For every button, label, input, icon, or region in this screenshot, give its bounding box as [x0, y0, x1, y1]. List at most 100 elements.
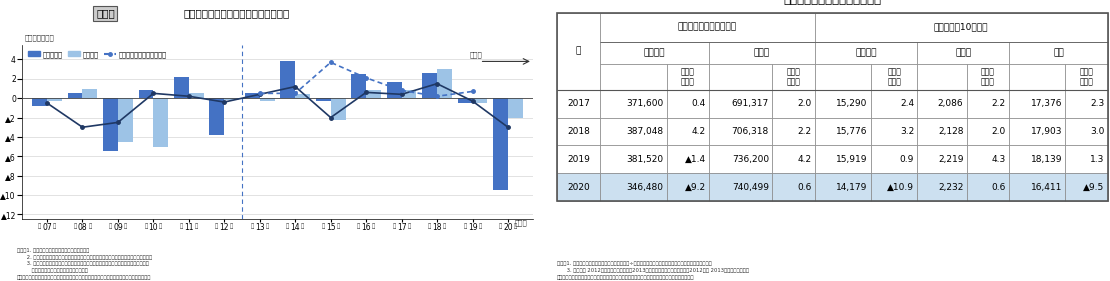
Bar: [366, 90, 381, 98]
Bar: [473, 98, 487, 103]
Bar: [245, 93, 260, 98]
Text: 冬: 冬: [194, 223, 198, 229]
Text: 17,376: 17,376: [1030, 99, 1062, 108]
Text: 387,048: 387,048: [626, 127, 664, 136]
Text: 前年比
（％）: 前年比 （％）: [887, 67, 901, 87]
Text: 冬: 冬: [407, 223, 411, 229]
Text: 2020: 2020: [567, 183, 589, 192]
Text: 夏: 夏: [38, 223, 41, 229]
Text: 3.0: 3.0: [1090, 127, 1104, 136]
Bar: [32, 98, 47, 106]
Text: （注）1. 所定内給与は一人当たりボーナス支給額÷支給月数で算出。支給月数は所定内給与に対する月数。
      3. 前年比は 2012年まで従来の公表値、2: （注）1. 所定内給与は一人当たりボーナス支給額÷支給月数で算出。支給月数は所定…: [557, 261, 749, 280]
Text: 冬: 冬: [372, 223, 375, 229]
Text: 公務員: 公務員: [956, 49, 971, 58]
Text: 冬: 冬: [89, 223, 91, 229]
Text: ▲9.5: ▲9.5: [1083, 183, 1104, 192]
Text: 14,179: 14,179: [836, 183, 868, 192]
Text: ▲10.9: ▲10.9: [887, 183, 914, 192]
Text: （注）1. 民間企業は事業所規模５人以上ベース。
      2. １人当たり賞与額とは、賞与支給事業所における労働者１人当たり平均賞与支給額。
      3: （注）1. 民間企業は事業所規模５人以上ベース。 2. １人当たり賞与額とは、賞…: [17, 248, 152, 280]
Text: 冬: 冬: [514, 223, 517, 229]
Text: 夏: 夏: [322, 223, 325, 229]
Text: 2.0: 2.0: [991, 127, 1006, 136]
Text: 夏: 夏: [286, 223, 290, 229]
Text: 4.2: 4.2: [692, 127, 706, 136]
Text: 冬: 冬: [53, 223, 57, 229]
Bar: [331, 98, 345, 121]
Text: 前年比
（％）: 前年比 （％）: [787, 67, 800, 87]
Bar: [68, 93, 82, 98]
Text: 4.3: 4.3: [991, 155, 1006, 164]
Text: 2,219: 2,219: [938, 155, 963, 164]
Bar: [260, 98, 274, 101]
Text: 夏: 夏: [73, 223, 77, 229]
Text: 2,232: 2,232: [938, 183, 963, 192]
Text: 図表１: 図表１: [97, 8, 114, 19]
Text: 夏: 夏: [498, 223, 502, 229]
Bar: [189, 93, 204, 98]
Text: 4.2: 4.2: [797, 155, 811, 164]
Text: 2.3: 2.3: [1090, 99, 1104, 108]
Bar: [210, 98, 224, 135]
Text: 2019: 2019: [567, 155, 589, 164]
Text: 見通し: 見通し: [470, 52, 483, 58]
Text: 740,499: 740,499: [731, 183, 769, 192]
Text: 民間企業: 民間企業: [644, 49, 665, 58]
Bar: [351, 74, 366, 98]
Text: 前年比
（％）: 前年比 （％）: [682, 67, 695, 87]
Text: 15,919: 15,919: [836, 155, 868, 164]
Bar: [118, 98, 133, 142]
Text: 18,139: 18,139: [1030, 155, 1062, 164]
Bar: [422, 73, 437, 98]
Text: 賞与総額（10億円）: 賞与総額（10億円）: [934, 23, 989, 32]
Bar: [508, 98, 523, 117]
Text: 2.2: 2.2: [797, 127, 811, 136]
Text: 16,411: 16,411: [1030, 183, 1062, 192]
Text: 前年比
（％）: 前年比 （％）: [981, 67, 995, 87]
Text: 2,128: 2,128: [938, 127, 963, 136]
Text: 2017: 2017: [567, 99, 589, 108]
Text: ▲9.2: ▲9.2: [685, 183, 706, 192]
Text: 2.4: 2.4: [900, 99, 914, 108]
Text: 0.6: 0.6: [991, 183, 1006, 192]
Text: 冬: 冬: [265, 223, 269, 229]
Text: 冬: 冬: [230, 223, 233, 229]
Text: 夏: 夏: [357, 223, 361, 229]
Text: 冬: 冬: [478, 223, 482, 229]
Text: 2.2: 2.2: [991, 99, 1006, 108]
Bar: [174, 77, 189, 98]
Bar: [402, 90, 416, 98]
Text: 706,318: 706,318: [731, 127, 769, 136]
Text: 民間企業: 民間企業: [856, 49, 877, 58]
Text: 3.2: 3.2: [900, 127, 914, 136]
Text: 2,086: 2,086: [938, 99, 963, 108]
Text: 夏: 夏: [393, 223, 396, 229]
Bar: [316, 98, 331, 101]
Text: 図表６　夏季ボーナスの見通し: 図表６ 夏季ボーナスの見通し: [784, 0, 881, 6]
Text: 夏: 夏: [144, 223, 148, 229]
Bar: [437, 69, 452, 98]
Text: 346,480: 346,480: [626, 183, 664, 192]
Text: （前年比，％）: （前年比，％）: [24, 34, 54, 41]
Text: 1.3: 1.3: [1090, 155, 1104, 164]
Bar: [224, 98, 240, 100]
Text: 381,520: 381,520: [626, 155, 664, 164]
Text: 371,600: 371,600: [626, 99, 664, 108]
Bar: [386, 82, 402, 98]
Text: 15,776: 15,776: [836, 127, 868, 136]
Text: 冬: 冬: [443, 223, 446, 229]
Bar: [103, 98, 118, 151]
Text: 夏: 夏: [464, 223, 466, 229]
Bar: [139, 90, 153, 98]
Text: 0.9: 0.9: [900, 155, 914, 164]
Bar: [295, 94, 310, 98]
Text: 冬: 冬: [159, 223, 162, 229]
Bar: [82, 89, 98, 98]
Text: 公務員: 公務員: [754, 49, 770, 58]
Text: 15,290: 15,290: [836, 99, 868, 108]
Text: ▲1.4: ▲1.4: [685, 155, 706, 164]
Text: （年）: （年）: [515, 219, 527, 226]
Text: 0.6: 0.6: [797, 183, 811, 192]
Bar: [153, 98, 169, 147]
Text: 736,200: 736,200: [731, 155, 769, 164]
Text: 夏: 夏: [215, 223, 219, 229]
